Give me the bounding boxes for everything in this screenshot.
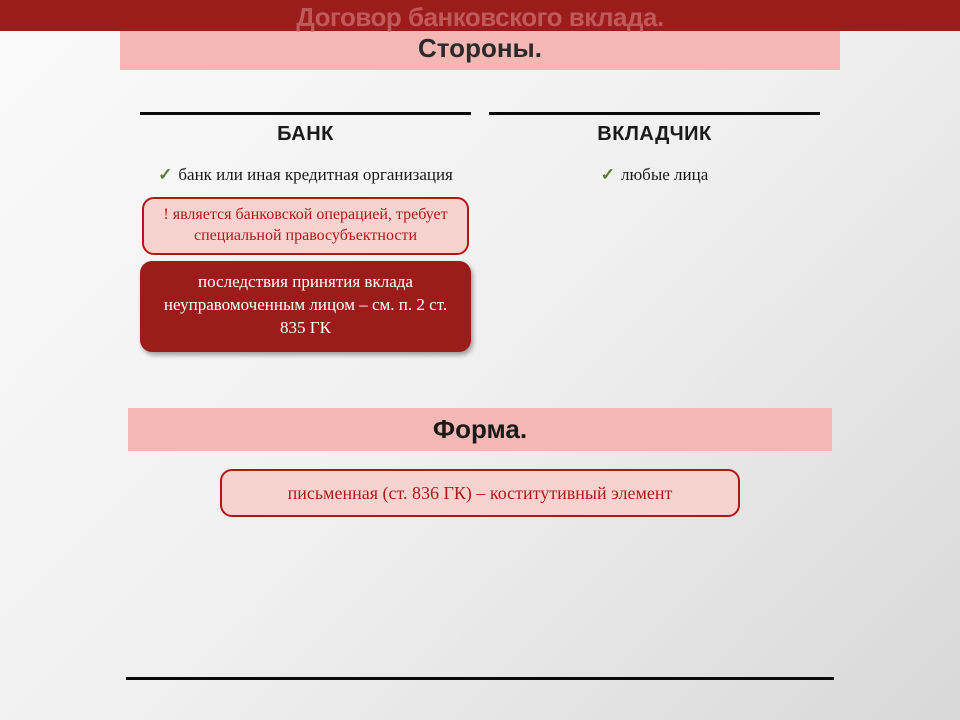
section-bar-form: Форма. [128,408,832,451]
bullet-bank-text: банк или иная кредитная организация [178,165,453,184]
column-heading-bank: БАНК [140,123,471,146]
bullet-depositor: ✓ любые лица [489,164,820,187]
column-depositor: ВКЛАДЧИК ✓ любые лица [489,112,820,351]
dark-box-bank: последствия принятия вклада неуправомоче… [140,261,471,352]
note-box-bank: ! является банковской операцией, требует… [142,197,469,255]
title-line-2: Стороны. [120,33,840,64]
check-icon: ✓ [601,165,615,184]
bottom-rule [126,677,834,680]
column-heading-depositor: ВКЛАДЧИК [489,123,820,146]
columns-container: БАНК ✓ банк или иная кредитная организаци… [0,112,960,351]
bullet-depositor-text: любые лица [621,165,708,184]
section-title-form: Форма. [128,414,832,445]
title-bar-dark: Договор банковского вклада. [0,0,960,31]
title-bar-light: Стороны. [120,31,840,70]
check-icon: ✓ [158,165,172,184]
column-divider [489,112,820,115]
column-divider [140,112,471,115]
bullet-bank: ✓ банк или иная кредитная организация [140,164,471,187]
form-box: письменная (ст. 836 ГК) – коститутивный … [220,469,740,517]
column-bank: БАНК ✓ банк или иная кредитная организаци… [140,112,471,351]
title-line-1: Договор банковского вклада. [0,4,960,31]
